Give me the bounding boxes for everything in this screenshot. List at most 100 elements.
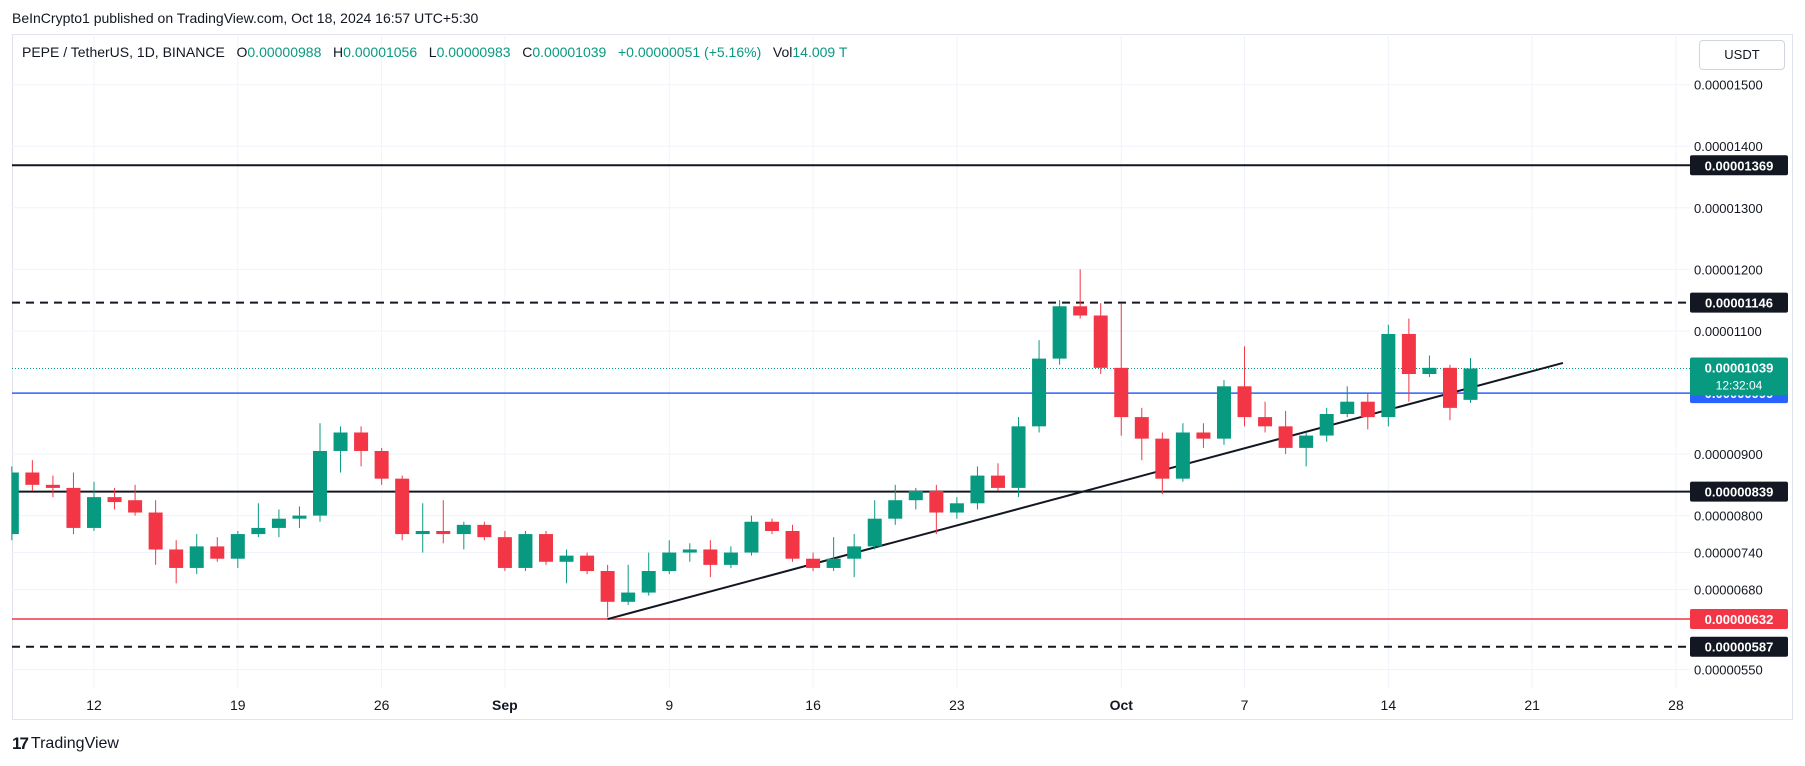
x-axis-tick-label: 19 [230, 697, 246, 713]
candle-body[interactable] [1278, 426, 1293, 448]
candle-body[interactable] [1319, 414, 1334, 436]
candle-body[interactable] [1093, 315, 1108, 368]
x-axis-tick-label: 16 [805, 697, 821, 713]
candle-body[interactable] [230, 534, 245, 559]
candle-body[interactable] [641, 571, 656, 593]
candle-body[interactable] [1073, 306, 1088, 316]
candle-body[interactable] [806, 558, 821, 568]
candle-body[interactable] [580, 555, 595, 572]
candle-body[interactable] [107, 497, 122, 503]
candle-body[interactable] [271, 518, 286, 528]
candle-body[interactable] [169, 549, 184, 568]
y-axis-tick-label: 0.00001400 [1694, 139, 1763, 154]
candle-body[interactable] [374, 450, 389, 479]
candle-body[interactable] [867, 518, 882, 547]
tradingview-logo[interactable]: 17 TradingView [12, 734, 119, 754]
y-axis-tick-label: 0.00000900 [1694, 447, 1763, 462]
symbol-label[interactable]: PEPE / TetherUS, 1D, BINANCE [22, 44, 225, 60]
brand-name: TradingView [30, 735, 119, 752]
candle-body[interactable] [744, 521, 759, 553]
candle-body[interactable] [477, 524, 492, 538]
candle-body[interactable] [949, 503, 964, 513]
candle-body[interactable] [990, 475, 1005, 488]
candle-body[interactable] [1422, 367, 1437, 374]
candle-body[interactable] [66, 487, 81, 528]
price-label-box [1690, 481, 1788, 502]
x-axis-tick-label: 12 [86, 697, 102, 713]
candle-body[interactable] [621, 592, 636, 602]
candle-body[interactable] [764, 521, 779, 531]
x-axis-tick-label: Sep [492, 697, 518, 713]
candle-body[interactable] [970, 475, 985, 504]
price-level-label: 0.00001369 [1705, 158, 1774, 173]
candle-body[interactable] [1340, 401, 1355, 415]
candle-body[interactable] [45, 484, 60, 488]
y-axis-tick-label: 0.00000550 [1694, 663, 1763, 678]
candle-body[interactable] [908, 490, 923, 501]
candle-body[interactable] [559, 555, 574, 562]
candle-body[interactable] [312, 450, 327, 516]
candle-body[interactable] [662, 552, 677, 572]
candle-body[interactable] [1237, 386, 1252, 418]
candle-body[interactable] [189, 546, 204, 568]
y-axis-tick-label: 0.00001100 [1694, 324, 1762, 339]
bar-countdown-label: 12:32:04 [1716, 378, 1763, 392]
candle-body[interactable] [929, 490, 944, 513]
candle-body[interactable] [1011, 426, 1026, 488]
candle-body[interactable] [1175, 432, 1190, 479]
price-level-label: 0.00000632 [1705, 612, 1774, 627]
candle-body[interactable] [1052, 306, 1067, 359]
currency-button[interactable]: USDT [1699, 40, 1785, 70]
candle-body[interactable] [1134, 417, 1149, 439]
candle-body[interactable] [128, 500, 143, 513]
candle-body[interactable] [1155, 438, 1170, 479]
candle-body[interactable] [1216, 386, 1231, 439]
low-value: 0.00000983 [436, 44, 511, 60]
candle-body[interactable] [1114, 367, 1129, 418]
candle-body[interactable] [1196, 432, 1211, 439]
price-level-label: 0.00000839 [1705, 485, 1774, 500]
candle-body[interactable] [25, 472, 40, 485]
candle-body[interactable] [1401, 333, 1416, 374]
candle-body[interactable] [436, 531, 451, 535]
y-axis-tick-label: 0.00001300 [1694, 201, 1763, 216]
chart-frame [12, 34, 1793, 720]
candle-body[interactable] [600, 571, 615, 602]
candle-body[interactable] [1442, 367, 1457, 408]
candle-body[interactable] [333, 432, 348, 451]
price-level-label: 0.00001146 [1705, 296, 1773, 311]
candle-body[interactable] [395, 478, 410, 535]
candle-body[interactable] [456, 524, 471, 535]
candle-body[interactable] [497, 537, 512, 568]
candle-body[interactable] [703, 549, 718, 565]
x-axis-tick-label: 7 [1241, 697, 1249, 713]
candle-body[interactable] [723, 552, 738, 565]
candle-body[interactable] [148, 512, 163, 550]
candle-body[interactable] [1463, 368, 1478, 400]
candle-body[interactable] [518, 534, 533, 568]
candle-body[interactable] [87, 497, 101, 528]
candle-body[interactable] [292, 515, 307, 519]
candle-body[interactable] [785, 531, 800, 559]
candle-body[interactable] [1258, 417, 1273, 427]
price-label-box [1690, 609, 1788, 630]
ascending-trendline[interactable] [607, 361, 1564, 621]
candle-body[interactable] [354, 432, 369, 451]
candle-body[interactable] [210, 546, 225, 559]
candle-body[interactable] [1360, 401, 1375, 418]
candle-body[interactable] [415, 531, 430, 535]
candle-body[interactable] [682, 549, 697, 553]
low-label: L [428, 44, 437, 60]
candle-body[interactable] [847, 546, 862, 559]
candle-body[interactable] [538, 534, 553, 562]
x-axis-tick-label: 23 [949, 697, 965, 713]
candle-body[interactable] [826, 558, 841, 568]
candle-body[interactable] [12, 472, 19, 535]
candle-body[interactable] [1032, 358, 1047, 427]
candle-body[interactable] [888, 500, 903, 519]
candle-body[interactable] [1299, 435, 1314, 448]
candle-body[interactable] [1381, 333, 1396, 418]
price-label-box [1690, 636, 1788, 657]
candle-body[interactable] [251, 527, 266, 535]
